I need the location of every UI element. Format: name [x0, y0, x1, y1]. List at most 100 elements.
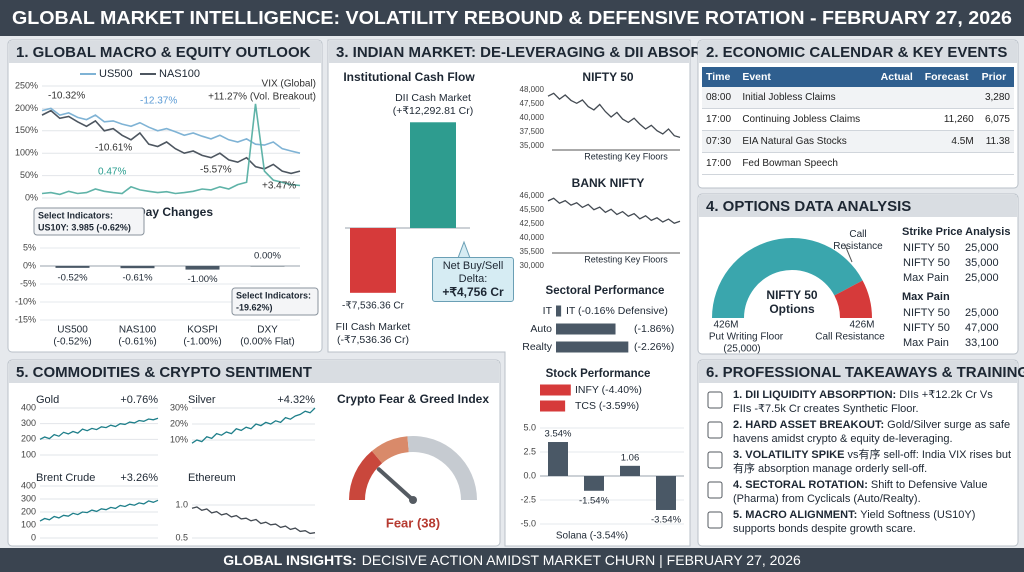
table-cell: 07:30	[702, 130, 739, 153]
x-sublabel: (-0.61%)	[118, 337, 156, 348]
y-tick-label: 42,500	[520, 219, 545, 228]
y-tick-label: 200	[21, 434, 36, 444]
value-label: (-1.86%)	[634, 323, 674, 335]
chart-title: Day Changes	[137, 205, 213, 219]
chart-title: NIFTY 50	[582, 70, 633, 84]
y-category-label: IT	[543, 305, 553, 317]
y-tick-label: 200	[21, 506, 36, 516]
caption: Retesting Key Floors	[584, 151, 668, 161]
y-tick-label: 0%	[25, 192, 38, 202]
y-tick-label: 0	[31, 532, 36, 542]
y-tick-label: 37,500	[520, 127, 545, 136]
takeaway-lead: 4. SECTORAL ROTATION:	[733, 479, 868, 491]
x-tick-label: US500	[57, 325, 88, 336]
y-tick-label: 300	[21, 493, 36, 503]
y-tick-label: 40,000	[520, 113, 545, 122]
y-tick-label: 35,000	[520, 141, 545, 150]
chart-title: Silver	[188, 394, 216, 406]
y-category-label: Auto	[530, 323, 552, 335]
takeaway-item: 4. SECTORAL ROTATION: Shift to Defensive …	[733, 479, 1013, 506]
table-cell: NIFTY 50	[903, 257, 950, 269]
takeaway-item: 3. VOLATILITY SPIKE vs有序 sell-off: India …	[733, 449, 1013, 476]
gauge-label: 426M	[849, 320, 874, 331]
x-tick-label: FII Cash Market	[336, 321, 411, 333]
callout-heading: Select Indicators:	[236, 290, 311, 300]
gauge-needle	[376, 467, 415, 502]
table-cell	[977, 152, 1014, 175]
panel-title: 1. GLOBAL MACRO & EQUITY OUTLOOK	[16, 44, 311, 61]
y-tick-label: 30%	[170, 402, 188, 412]
table-cell: 3,280	[977, 87, 1014, 109]
footer-bar	[0, 548, 1024, 572]
table-cell: 11.38	[977, 130, 1014, 153]
value-label: -0.61%	[122, 273, 153, 284]
table-row: 17:00 Fed Bowman Speech	[702, 152, 1014, 175]
table-cell: 25,000	[965, 242, 999, 254]
series-line	[191, 506, 316, 535]
chart-title: Brent Crude	[36, 472, 95, 484]
y-tick-label: 47,500	[520, 99, 545, 108]
y-tick-label: 100%	[15, 148, 38, 158]
value-label: 1.06	[621, 452, 640, 463]
panel-title-bar	[699, 41, 1017, 63]
x-tick-label: NAS100	[119, 325, 157, 336]
change-label: +3.26%	[120, 472, 158, 484]
bar	[584, 476, 604, 491]
panel-title-bar	[329, 41, 689, 63]
header-title: GLOBAL MARKET INTELLIGENCE: VOLATILITY R…	[12, 8, 1012, 28]
change-label: +0.76%	[120, 394, 158, 406]
item-icon	[707, 451, 723, 469]
bar	[620, 465, 640, 476]
gauge-arc	[834, 280, 872, 318]
annotation: VIX (Global)	[262, 79, 316, 90]
table-cell: Max Pain	[903, 337, 949, 349]
table-cell: Continuing Jobless Claims	[738, 108, 877, 131]
y-tick-label: 40,000	[520, 233, 545, 242]
annotation: +11.27% (Vol. Breakout)	[208, 92, 316, 103]
delta-value: +₹4,756 Cr	[442, 285, 504, 299]
takeaway-text: Shift to Defensive Value (Pharma) from C…	[733, 479, 988, 505]
annotation: +3.47%	[262, 181, 296, 192]
table-cell: Initial Jobless Claims	[738, 87, 877, 109]
callout-box	[33, 207, 145, 236]
gauge-label: Call Resistance	[815, 332, 885, 343]
table-cell: 08:00	[702, 87, 739, 109]
takeaway-text: vs有序 sell-off: India VIX rises but有序 abs…	[733, 449, 1012, 475]
gauge-label: Put Writing Floor	[709, 332, 784, 343]
table-cell: 25,000	[965, 307, 999, 319]
y-tick-label: 20%	[170, 418, 188, 428]
x-tick-label: DII Cash Market	[395, 92, 471, 104]
table-row: 17:00 Continuing Jobless Claims 11,260 6,07…	[702, 108, 1014, 131]
bar	[350, 228, 396, 293]
y-tick-label: -15%	[15, 314, 36, 324]
caption: Solana (-3.54%)	[556, 531, 628, 542]
x-tick-label: DXY	[257, 325, 278, 336]
gauge-arc	[712, 238, 863, 318]
item-icon	[707, 511, 723, 529]
gauge-label: (25,000)	[723, 344, 760, 355]
bar	[556, 323, 616, 335]
gauge-arc	[371, 436, 409, 464]
value-label: 0.00%	[254, 251, 281, 262]
table-cell	[876, 152, 921, 175]
table-cell	[876, 108, 921, 131]
value-label: INFY (-4.40%)	[575, 384, 642, 396]
y-tick-label: -2.5	[520, 494, 536, 504]
bar	[540, 400, 566, 412]
table-cell	[920, 87, 978, 109]
column-header: Prior	[977, 67, 1014, 87]
y-tick-label: 5.0	[523, 422, 536, 432]
change-label: +4.32%	[277, 394, 315, 406]
table-cell: 35,000	[965, 257, 999, 269]
bar	[540, 384, 571, 396]
y-tick-label: 1.0	[175, 499, 188, 509]
bar	[548, 442, 568, 476]
table-row: 08:00 Initial Jobless Claims 3,280	[702, 87, 1014, 109]
takeaway-text: DIIs +₹12.2k Cr Vs FIIs -₹7.5k Cr create…	[733, 389, 993, 415]
footer-text: GLOBAL INSIGHTS: DECISIVE ACTION AMIDST M…	[223, 552, 801, 568]
table-cell	[876, 130, 921, 153]
takeaway-text: Yield Softness (US10Y) supports bonds de…	[733, 509, 976, 535]
annotation: 0.47%	[98, 167, 126, 178]
takeaway-list: 1. DII LIQUIDITY ABSORPTION: DIIs +₹12.2k…	[733, 389, 1013, 539]
table-cell: 4.5M	[920, 130, 978, 153]
